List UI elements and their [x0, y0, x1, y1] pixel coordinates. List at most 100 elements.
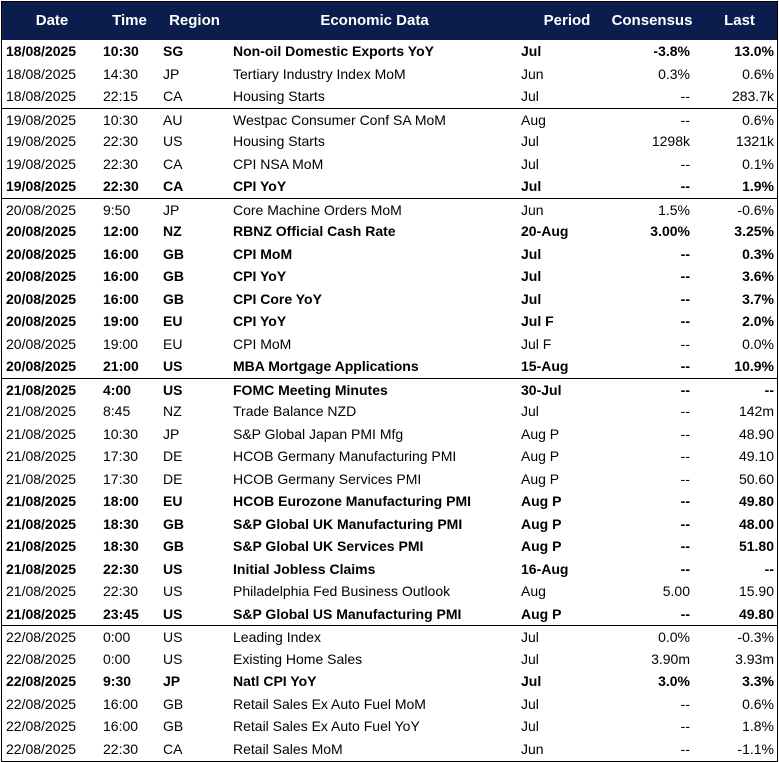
- table-row: 21/08/2025 17:30 DE HCOB Germany Manufactur…: [2, 445, 777, 468]
- consensus-cell: --: [680, 111, 690, 128]
- economic-data-cell: Initial Jobless Claims: [233, 560, 376, 577]
- table-row: 20/08/2025 12:00 NZ RBNZ Official Cash Rate…: [2, 220, 777, 243]
- economic-data-cell: Westpac Consumer Conf SA MoM: [233, 111, 446, 128]
- time-cell: 16:00: [103, 718, 139, 734]
- economic-data-cell: CPI MoM: [233, 245, 293, 262]
- period-cell: Aug: [521, 583, 546, 599]
- economic-data-cell: CPI YoY: [233, 178, 287, 194]
- economic-data-cell: CPI MoM: [233, 335, 292, 352]
- region-cell: US: [163, 381, 183, 398]
- economic-data-cell: Retail Sales Ex Auto Fuel YoY: [233, 718, 420, 734]
- consensus-cell: --: [680, 560, 690, 577]
- table-row: 21/08/2025 10:30 JP S&P Global Japan PMI Mf…: [2, 423, 777, 446]
- period-cell: Jun: [521, 740, 544, 757]
- date-cell: 21/08/2025: [6, 583, 77, 599]
- economic-data-cell: CPI YoY: [233, 313, 287, 329]
- region-cell: US: [163, 650, 183, 667]
- region-cell: DE: [163, 470, 183, 487]
- table-row: 20/08/2025 16:00 GB CPI MoM Jul -- 0.3%: [2, 243, 777, 266]
- consensus-cell: 3.00%: [650, 223, 690, 239]
- table-row: 21/08/2025 18:00 EU HCOB Eurozone Manufactu…: [2, 490, 777, 513]
- date-cell: 21/08/2025: [6, 605, 77, 622]
- economic-data-cell: HCOB Germany Manufacturing PMI: [233, 448, 457, 464]
- economic-data-cell: CPI YoY: [233, 268, 287, 284]
- consensus-cell: --: [680, 605, 690, 622]
- region-cell: US: [163, 583, 183, 599]
- time-cell: 16:00: [103, 268, 139, 284]
- date-cell: 21/08/2025: [6, 470, 77, 487]
- column-header: Time: [112, 12, 147, 29]
- region-cell: EU: [163, 335, 183, 352]
- period-cell: Jul: [521, 650, 539, 667]
- table-row: 22/08/2025 0:00 US Leading Index Jul 0.0% -0.3…: [2, 625, 777, 648]
- last-cell: 49.80: [738, 605, 774, 622]
- last-cell: 0.6%: [742, 111, 774, 128]
- last-cell: -0.6%: [737, 201, 774, 218]
- date-cell: 21/08/2025: [6, 538, 77, 554]
- time-cell: 22:15: [103, 88, 139, 104]
- time-cell: 17:30: [103, 470, 139, 487]
- consensus-cell: --: [680, 358, 690, 374]
- consensus-cell: 1.5%: [658, 201, 690, 218]
- table-row: 20/08/2025 21:00 US MBA Mortgage Applicatio…: [2, 355, 777, 378]
- economic-data-cell: RBNZ Official Cash Rate: [233, 223, 396, 239]
- region-cell: US: [163, 133, 183, 149]
- last-cell: 3.3%: [742, 673, 774, 689]
- table-row: 20/08/2025 19:00 EU CPI MoM Jul F -- 0.0%: [2, 333, 777, 356]
- period-cell: Aug P: [521, 515, 562, 532]
- last-cell: 1321k: [735, 133, 774, 149]
- consensus-cell: --: [680, 695, 690, 712]
- table-row: 20/08/2025 16:00 GB CPI YoY Jul -- 3.6%: [2, 265, 777, 288]
- table-row: 21/08/2025 8:45 NZ Trade Balance NZD Jul -- 14…: [2, 400, 777, 423]
- table-row: 21/08/2025 18:30 GB S&P Global UK Services …: [2, 535, 777, 558]
- economic-data-cell: Natl CPI YoY: [233, 673, 317, 689]
- period-cell: Jul: [521, 245, 542, 262]
- time-cell: 21:00: [103, 358, 139, 374]
- consensus-cell: --: [680, 493, 690, 509]
- consensus-cell: --: [680, 515, 690, 532]
- economic-data-cell: S&P Global US Manufacturing PMI: [233, 605, 462, 622]
- date-cell: 21/08/2025: [6, 381, 77, 398]
- region-cell: GB: [163, 695, 184, 712]
- region-cell: GB: [163, 718, 184, 734]
- last-cell: -1.1%: [737, 740, 774, 757]
- date-cell: 21/08/2025: [6, 493, 77, 509]
- period-cell: 15-Aug: [521, 358, 569, 374]
- economic-data-cell: Existing Home Sales: [233, 650, 363, 667]
- consensus-cell: 0.3%: [658, 65, 690, 82]
- last-cell: 51.80: [738, 538, 774, 554]
- last-cell: 48.90: [738, 425, 774, 442]
- period-cell: Aug: [521, 111, 546, 128]
- region-cell: GB: [163, 268, 184, 284]
- date-cell: 18/08/2025: [6, 65, 77, 82]
- region-cell: EU: [163, 493, 183, 509]
- consensus-cell: 5.00: [662, 583, 690, 599]
- consensus-cell: --: [680, 245, 690, 262]
- economic-data-cell: Retail Sales MoM: [233, 740, 343, 757]
- last-cell: 48.00: [738, 515, 774, 532]
- consensus-cell: --: [680, 448, 690, 464]
- region-cell: CA: [163, 88, 183, 104]
- economic-data-cell: Housing Starts: [233, 133, 325, 149]
- column-header: Region: [169, 12, 220, 29]
- region-cell: JP: [163, 201, 180, 218]
- last-cell: 50.60: [738, 470, 774, 487]
- consensus-cell: --: [680, 740, 690, 757]
- time-cell: 4:00: [103, 381, 132, 398]
- last-cell: 2.0%: [742, 313, 774, 329]
- region-cell: CA: [163, 740, 183, 757]
- last-cell: 0.6%: [742, 695, 774, 712]
- date-cell: 22/08/2025: [6, 718, 77, 734]
- consensus-cell: --: [680, 538, 690, 554]
- column-header: Period: [543, 12, 591, 29]
- economic-data-cell: Trade Balance NZD: [233, 403, 357, 419]
- table-row: 19/08/2025 22:30 CA CPI NSA MoM Jul -- 0.1%: [2, 153, 777, 176]
- period-cell: Aug P: [521, 493, 562, 509]
- period-cell: Jul: [521, 178, 542, 194]
- region-cell: US: [163, 629, 183, 645]
- time-cell: 19:00: [103, 335, 139, 352]
- region-cell: US: [163, 358, 183, 374]
- period-cell: Aug P: [521, 605, 562, 622]
- economic-data-cell: S&P Global UK Manufacturing PMI: [233, 515, 463, 532]
- economic-data-cell: MBA Mortgage Applications: [233, 358, 419, 374]
